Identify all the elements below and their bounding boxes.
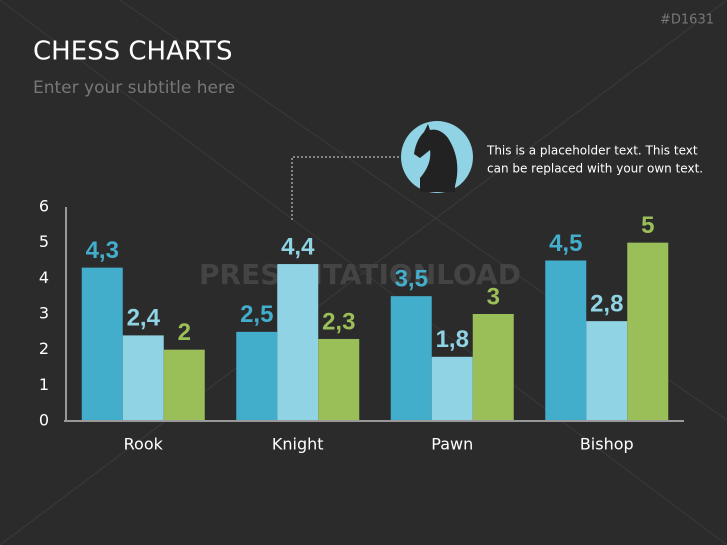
slide-code: #D1631 [660,13,714,28]
bar [390,296,432,421]
chart-subtitle: Enter your subtitle here [33,78,235,98]
x-tick-label: Bishop [580,435,634,454]
knight-shape [414,124,458,192]
bar [236,331,278,421]
bar [122,335,164,421]
bar [431,356,473,421]
value-label: 2 [178,319,191,346]
value-label: 2,5 [240,301,273,328]
y-tick-label: 3 [39,304,49,323]
value-label: 3 [487,283,500,310]
value-label: 2,3 [322,308,355,335]
callout-line [291,156,401,220]
value-label: 2,8 [590,290,623,317]
value-label: 5 [641,212,654,239]
bar [627,242,669,421]
chart-title: CHESS CHARTS [33,37,232,67]
x-tick-label: Knight [272,435,324,454]
bar [163,349,205,421]
y-tick-label: 5 [39,232,49,251]
annotation-line: This is a placeholder text. This text [486,144,698,158]
y-tick-label: 6 [39,197,49,216]
x-tick-label: Rook [124,435,164,454]
value-label: 4,3 [86,237,119,264]
value-label: 4,4 [281,233,315,260]
bar [472,314,514,421]
bar [545,260,587,421]
bar [318,338,360,421]
bar [81,267,123,421]
bar [586,321,628,421]
y-tick-label: 0 [39,411,49,430]
value-label: 3,5 [395,266,428,293]
watermark: PRESENTATIONLOAD [199,258,521,291]
annotation-line: can be replaced with your own text. [487,162,703,176]
value-label: 2,4 [127,305,161,332]
y-tick-label: 1 [39,375,49,394]
value-label: 4,5 [549,230,582,257]
y-tick-label: 4 [39,268,49,287]
x-tick-label: Pawn [431,435,473,454]
bar [277,264,319,421]
value-label: 1,8 [436,326,469,353]
y-tick-label: 2 [39,339,49,358]
